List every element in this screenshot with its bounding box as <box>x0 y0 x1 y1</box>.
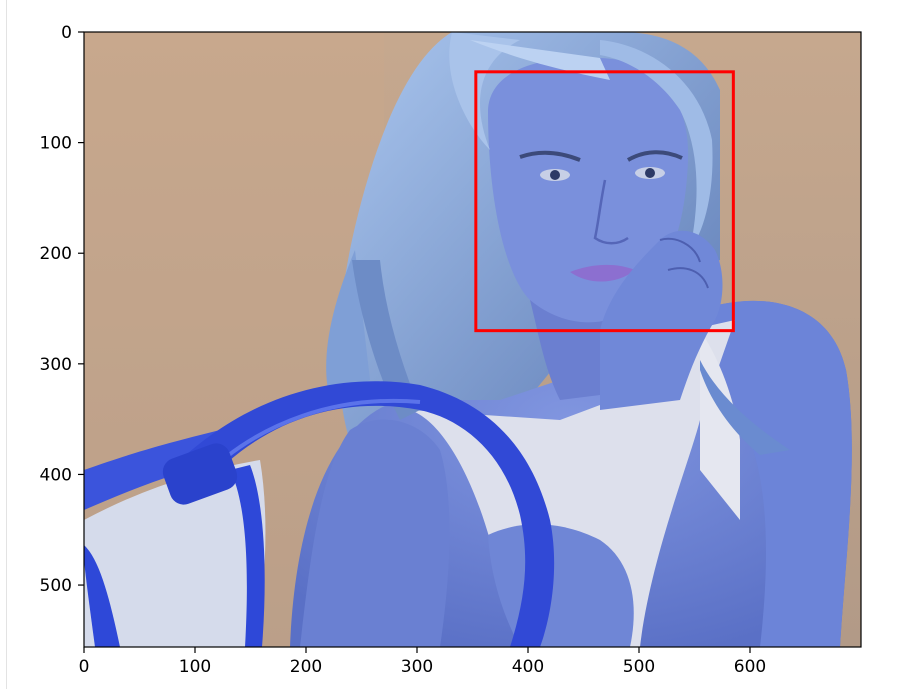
y-tick-label: 100 <box>40 134 72 154</box>
x-tick-label: 300 <box>401 657 433 677</box>
x-tick-label: 500 <box>623 657 655 677</box>
x-tick-label: 100 <box>179 657 211 677</box>
x-tick-label: 400 <box>512 657 544 677</box>
face-detection-box <box>474 70 735 333</box>
y-tick-label: 200 <box>40 244 72 264</box>
frame-border <box>6 0 7 689</box>
photo-image <box>84 32 861 647</box>
axes-frame <box>83 31 862 648</box>
y-tick-label: 300 <box>40 355 72 375</box>
y-tick-label: 0 <box>61 23 72 43</box>
x-tick-label: 200 <box>290 657 322 677</box>
x-tick-label: 600 <box>734 657 766 677</box>
x-tick-label: 0 <box>79 657 90 677</box>
y-axis: 0 100 200 300 400 500 <box>40 23 84 596</box>
y-tick-label: 500 <box>40 576 72 596</box>
x-axis: 0 100 200 300 400 500 600 <box>79 647 766 677</box>
y-tick-label: 400 <box>40 465 72 485</box>
